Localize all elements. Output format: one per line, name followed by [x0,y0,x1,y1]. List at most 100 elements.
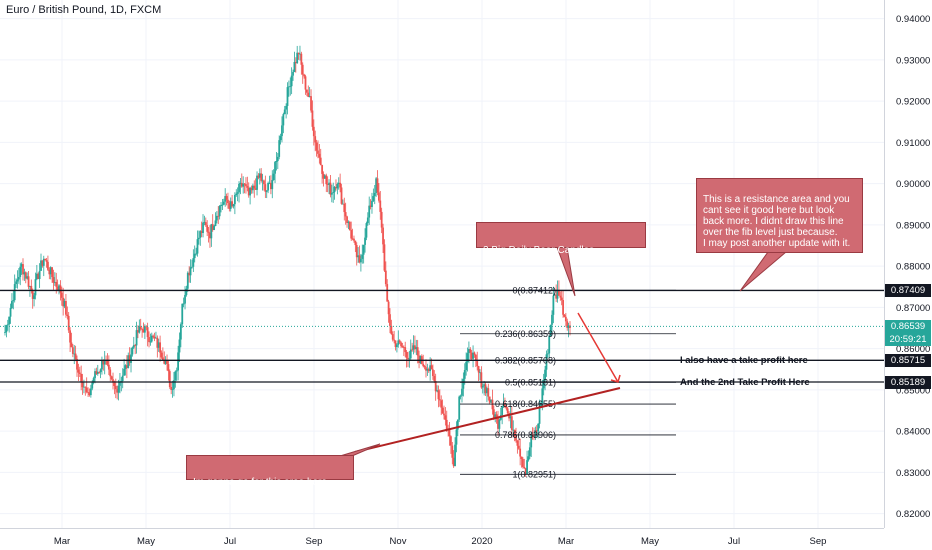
candle-body [142,329,145,333]
candle-body [344,212,347,217]
candle-body [195,253,198,255]
candle-body [119,382,121,386]
y-tick-label: 0.82000 [896,509,930,520]
candle-body [109,369,112,377]
candle-body [275,160,278,163]
candle-body [271,180,274,190]
candle-body [53,281,56,283]
candle-body [484,384,487,394]
candle-body [70,342,73,348]
candle-body [299,53,301,55]
annotation-resistance[interactable]: This is a resistance area and you cant s… [696,178,863,253]
candle-body [283,109,286,115]
candle-body [130,354,132,363]
candle-body [225,196,228,200]
support-trendline[interactable] [354,387,621,453]
candle-body [26,276,29,279]
candle-body [408,358,411,360]
time-axis[interactable]: Mar May Jul Sep Nov 2020 Mar May Jul Sep [54,536,827,547]
candle-body [150,335,153,342]
candle-body [448,429,451,437]
candle-body [451,445,454,458]
candle-body [353,238,355,241]
candle-body [340,187,343,204]
candle-body [48,269,51,275]
candle-body [546,353,549,355]
annotation-bear-candles-text: 2 Big Daily Bear Candles [483,245,595,256]
candle-body [307,92,310,97]
candle-body [372,196,375,201]
candle-body [59,285,62,293]
candle-body [382,227,384,245]
candle-body [186,272,189,289]
candle-body [354,240,357,246]
candle-body [416,347,419,356]
candle-body [77,369,80,373]
fib-retracement[interactable]: 0(0.87412) 0.236(0.86359) 0.382(0.85708) 0.… [460,285,676,479]
candle-body [477,366,480,373]
price-axis[interactable]: 0.94000 0.93000 0.92000 0.91000 0.90000 0.890… [896,14,930,520]
candle-body [247,187,250,196]
candle-body [153,336,156,339]
candle-body [199,231,202,238]
candle-body [289,86,292,87]
candle-body [200,231,203,234]
candle-body [497,417,499,429]
candle-body [336,184,339,189]
y-tick-label: 0.89000 [896,220,930,231]
candles [4,45,571,477]
candle-body [128,355,131,363]
candle-body [260,173,263,181]
candle-body [415,347,418,350]
candle-body [326,184,329,185]
fib-level-label: 0.618(0.84655) [495,399,556,409]
candle-body [341,203,344,205]
candle-body [171,389,174,390]
candle-body [80,373,83,383]
candle-body [540,403,542,407]
candle-body [537,423,540,432]
fib-level-label: 0.382(0.85708) [495,356,556,366]
candle-body [361,254,364,259]
candle-body [276,156,279,161]
candle-body [231,201,234,207]
candle-body [127,355,130,368]
x-tick-label: Jul [224,536,236,547]
candle-body [287,86,290,88]
candle-body [488,396,491,403]
candle-body [407,357,409,360]
candle-body [495,414,498,418]
candle-body [102,359,105,365]
candle-body [314,136,317,143]
candle-body [274,162,276,174]
candle-body [491,399,494,410]
candle-body [218,206,221,217]
candle-body [156,337,159,348]
candle-body [322,173,325,179]
candle-body [19,266,22,277]
candle-body [71,347,74,354]
candle-body [566,321,569,328]
target-arrow-line[interactable] [577,312,619,383]
candle-body [358,255,361,263]
annotation-bear-candles[interactable]: 2 Big Daily Bear Candles [476,222,646,256]
annotation-target-area[interactable]: Im gonna go for this area here [186,455,354,488]
candle-body [263,180,265,185]
candle-body [167,364,170,372]
candle-body [181,303,184,325]
candle-body [281,125,283,137]
candle-body [544,369,546,381]
candle-body [409,349,412,359]
target-arrow-head [610,374,621,383]
candle-body [31,290,34,299]
candle-body [425,367,427,371]
candle-body [197,237,200,240]
candle-body [441,407,444,414]
candle-body [155,337,157,339]
candle-body [437,390,440,400]
candle-body [52,277,55,283]
candle-body [88,392,91,396]
candle-body [559,295,562,298]
candle-body [549,324,552,337]
